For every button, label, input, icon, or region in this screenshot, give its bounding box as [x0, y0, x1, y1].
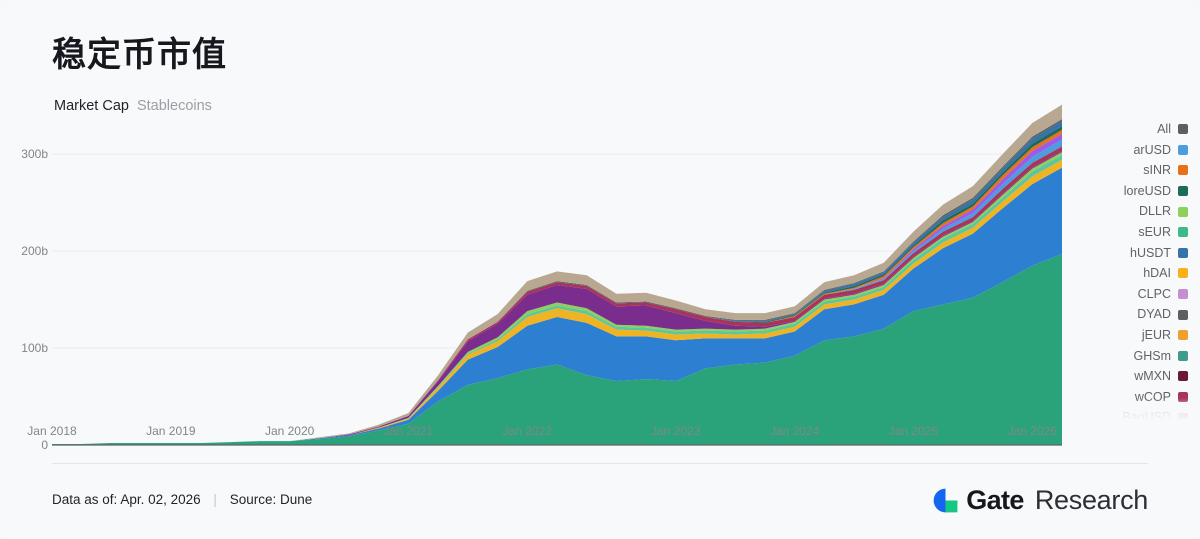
y-axis-tick-label: 100b [21, 341, 48, 356]
legend-item-label: loreUSD [1123, 183, 1171, 198]
brand-gate-text: Gate [966, 485, 1024, 515]
legend-item-label: sINR [1143, 163, 1171, 178]
legend-color-swatch [1178, 124, 1188, 135]
legend-item-label: jEUR [1141, 327, 1171, 342]
brand-logo: Gate Research [932, 484, 1148, 516]
legend-item[interactable]: wMXN [1062, 366, 1188, 387]
data-as-of-value: Apr. 02, 2026 [120, 492, 201, 507]
legend-item-label: BaoUSD [1122, 410, 1171, 419]
footer-divider [52, 463, 1148, 464]
source-label: Source: [229, 492, 277, 507]
chart-plot-area [52, 104, 1062, 445]
legend-item[interactable]: BaoUSD [1062, 407, 1188, 419]
legend-item-label: wMXN [1134, 369, 1171, 384]
x-axis-tick-label: Jan 2021 [383, 424, 434, 438]
legend-item-label: GHSm [1133, 348, 1172, 363]
page-title: 稳定币市值 [52, 36, 227, 74]
legend-color-swatch [1178, 330, 1188, 341]
x-axis-tick-label: Jan 2020 [264, 424, 315, 438]
stacked-area-chart[interactable] [52, 104, 1062, 445]
x-axis: Jan 2018 Jan 2019 Jan 2020 Jan 2021 Jan 2022… [27, 424, 1062, 444]
x-axis-tick-label: Jan 2024 [769, 424, 820, 438]
legend-item-label: CLPC [1137, 286, 1171, 301]
legend-item[interactable]: jEUR [1062, 325, 1188, 346]
legend-item[interactable]: arUSD [1062, 140, 1188, 161]
y-axis-tick-label: 300b [21, 147, 48, 162]
x-axis-tick-label: Jan 2019 [146, 424, 196, 438]
legend-color-swatch [1178, 206, 1188, 217]
area-series[interactable] [52, 125, 1062, 445]
x-axis-tick-label: Jan 2018 [27, 424, 77, 438]
area-series[interactable] [52, 121, 1062, 445]
y-axis-tick-label: 0 [41, 438, 48, 452]
area-series[interactable] [52, 119, 1062, 445]
legend-item[interactable]: CLPC [1062, 284, 1188, 305]
legend-item-label: hDAI [1143, 266, 1171, 281]
footer-meta: Data as of: Apr. 02, 2026 | Source: Dune [52, 491, 312, 509]
legend-color-swatch [1178, 186, 1188, 197]
x-axis-tick-label: Jan 2023 [651, 424, 701, 438]
legend-color-swatch [1178, 289, 1188, 300]
area-series[interactable] [52, 253, 1062, 445]
legend-item-label: DLLR [1139, 204, 1171, 219]
legend-color-swatch [1178, 350, 1188, 361]
legend-color-swatch [1178, 392, 1188, 403]
gate-logo-icon [933, 488, 958, 512]
legend-item-label: wCOP [1134, 389, 1171, 404]
area-series[interactable] [52, 104, 1062, 445]
legend-color-swatch [1178, 412, 1188, 419]
legend-item[interactable]: wCOP [1062, 387, 1188, 408]
brand-research-text: Research [1034, 485, 1148, 515]
x-axis-tick-label: Jan 2025 [888, 424, 939, 438]
x-axis-tick-label: Jan 2026 [1007, 424, 1057, 438]
legend-color-swatch [1178, 165, 1188, 176]
metric-label: Market Cap [54, 98, 129, 114]
legend-item[interactable]: sINR [1062, 160, 1188, 181]
legend-color-swatch [1178, 268, 1188, 279]
legend-color-swatch [1178, 227, 1188, 238]
footer-separator: | [213, 492, 217, 507]
area-series[interactable] [52, 159, 1062, 445]
legend-item[interactable]: GHSm [1062, 346, 1188, 367]
chart-legend[interactable]: All arUSD sINR loreUSD DLLR sEUR hUSDT hDAI CLPC… [1062, 119, 1188, 419]
legend-item[interactable]: DLLR [1062, 201, 1188, 222]
chart-subtitle: Market Cap Stablecoins [54, 97, 212, 116]
legend-item-label: DYAD [1137, 307, 1171, 322]
legend-item[interactable]: loreUSD [1062, 181, 1188, 202]
y-axis-tick-label: 200b [21, 244, 48, 259]
legend-item[interactable]: hDAI [1062, 263, 1188, 284]
legend-item-label: All [1157, 122, 1171, 136]
x-axis-tick-label: Jan 2022 [502, 424, 552, 438]
data-as-of-label: Data as of: [52, 492, 118, 507]
legend-item[interactable]: hUSDT [1062, 243, 1188, 264]
area-series[interactable] [52, 151, 1062, 445]
legend-item[interactable]: DYAD [1062, 304, 1188, 325]
legend-item-label: sEUR [1138, 224, 1171, 239]
legend-color-swatch [1178, 144, 1188, 155]
legend-item[interactable]: All [1062, 119, 1188, 140]
y-axis: 0 100b 200b 300b [0, 125, 48, 452]
dataset-label: Stablecoins [136, 98, 212, 114]
area-series[interactable] [52, 167, 1062, 445]
legend-item-label: arUSD [1133, 142, 1171, 157]
legend-color-swatch [1178, 309, 1188, 320]
source-value: Dune [279, 492, 313, 507]
legend-item[interactable]: sEUR [1062, 222, 1188, 243]
legend-color-swatch [1178, 371, 1188, 382]
legend-item-label: hUSDT [1130, 245, 1171, 260]
legend-color-swatch [1178, 247, 1188, 258]
